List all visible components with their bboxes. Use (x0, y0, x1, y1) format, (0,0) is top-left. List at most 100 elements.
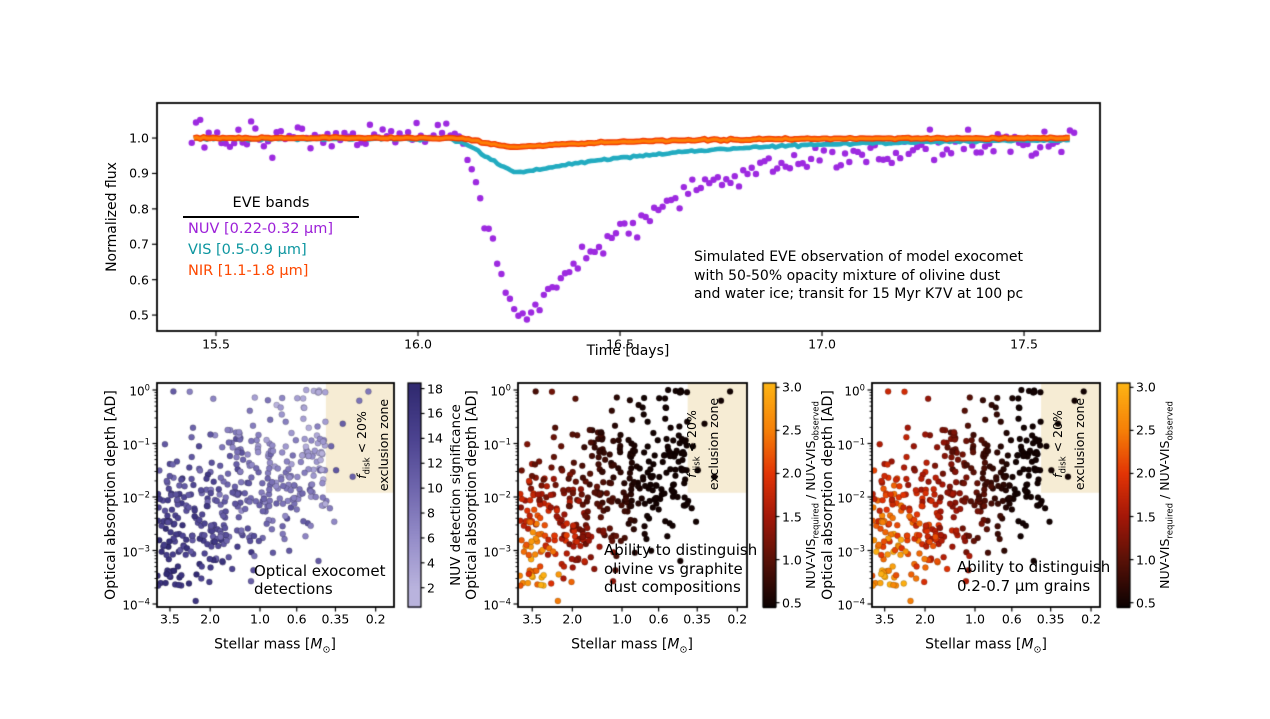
lightcurve-ytick-label: 0.7 (129, 236, 149, 252)
cb-label-text: / NUV-VIS (1156, 440, 1172, 503)
panel3-annotation: Ability to distinguish 0.2-0.7 μm grains (957, 558, 1110, 595)
colorbar1-label: NUV detection significance (448, 404, 464, 586)
fdisk-symbol: f (1049, 473, 1065, 478)
colorbar-tick-label: 2.5 (1136, 422, 1156, 438)
lightcurve-xtick-label: 16.5 (606, 336, 634, 352)
lightcurve-xtick-label: 15.5 (202, 336, 230, 352)
annotation-line: and water ice; transit for 15 Myr K7V at… (694, 286, 1024, 302)
ad-ytick-label: 10−2 (483, 489, 511, 506)
mass-xtick-label: 0.6 (648, 611, 669, 627)
annotation-line: 0.2-0.7 μm grains (957, 576, 1091, 595)
zone-label-line2: exclusion zone (1071, 397, 1087, 491)
colorbar-tick-label: 18 (427, 381, 443, 397)
zone-threshold: < 20% (353, 411, 369, 458)
lightcurve-ytick-label: 0.6 (129, 272, 149, 288)
mass-xtick-label: 1.0 (965, 611, 985, 627)
legend-underline (183, 216, 359, 218)
ad-ytick-label: 100 (129, 382, 150, 399)
annotation-line: Ability to distinguish (604, 541, 758, 559)
zone-label-line2: exclusion zone (705, 397, 721, 491)
annotation-line: Simulated EVE observation of model exoco… (694, 249, 1023, 265)
xlabel-text: ] (687, 636, 693, 653)
xlabel-mass-symbol: M (1021, 636, 1034, 653)
colorbar-tick-label: 1.0 (1136, 552, 1156, 568)
colorbar-tick-label: 14 (427, 430, 443, 446)
lightcurve-ytick-label: 1.0 (129, 130, 149, 146)
lightcurve-xtick-label: 16.0 (404, 336, 432, 352)
fdisk-symbol: f (683, 473, 699, 478)
colorbar-tick-label: 2.5 (782, 422, 802, 438)
panel1-annotation: Optical exocomet detections (254, 562, 385, 598)
ad-ytick-label: 10−1 (837, 436, 865, 452)
mass-xtick-label: 0.6 (286, 611, 307, 627)
mass-xtick-label: 0.2 (1081, 611, 1101, 627)
mass-xtick-label: 0.6 (1001, 611, 1022, 627)
ad-ytick-label: 10−4 (837, 596, 865, 613)
lightcurve-ylabel: Normalized flux (104, 162, 120, 272)
xlabel-text: Stellar mass [ (214, 636, 311, 653)
mass-xtick-label: 2.0 (200, 611, 221, 627)
colorbar-tick-label: 3.0 (1136, 379, 1156, 395)
annotation-line: detections (254, 580, 333, 598)
mass-xtick-label: 1.0 (612, 611, 632, 627)
zone-threshold: < 20% (1049, 410, 1065, 457)
colorbar-tick-label: 2.0 (782, 465, 802, 481)
colorbar-tick-label: 16 (427, 405, 443, 421)
ad-ytick-label: 10−2 (837, 489, 865, 506)
legend-entry-nir: NIR [1.1-1.8 μm] (188, 263, 309, 279)
colorbar-tick-label: 8 (427, 505, 435, 521)
cb-label-sub: observed (1165, 401, 1176, 441)
colorbar-tick-label: 0.5 (782, 595, 802, 611)
sun-symbol: ⊙ (322, 644, 331, 656)
colorbar-tick-label: 2.0 (1136, 465, 1156, 481)
colorbar-tick-label: 3.0 (782, 379, 802, 395)
legend-title: EVE bands (232, 195, 310, 211)
mass-xtick-label: 0.35 (321, 611, 350, 627)
annotation-line: dust compositions (604, 578, 741, 596)
annotation-line: olivine vs graphite (604, 559, 743, 578)
legend-entry-nuv: NUV [0.22-0.32 μm] (188, 221, 334, 237)
legend-entry-vis: VIS [0.5-0.9 μm] (188, 242, 307, 258)
lightcurve-xtick-label: 17.0 (808, 336, 836, 352)
xlabel-text: ] (330, 636, 336, 653)
ad-ytick-label: 10−4 (483, 596, 511, 613)
cb-label-text: NUV-VIS (802, 538, 818, 589)
fdisk-subscript: disk (1058, 456, 1069, 474)
zone-label-line2: exclusion zone (375, 398, 391, 492)
panel2-exclusion-zone-label: fdisk < 20% exclusion zone (684, 398, 721, 490)
lightcurve-ytick-label: 0.8 (129, 201, 149, 217)
xlabel-mass-symbol: M (310, 636, 323, 653)
panel2-ylabel: Optical absorption depth [AD] (464, 390, 480, 600)
ad-ytick-label: 10−3 (122, 543, 150, 559)
lightcurve-ytick-label: 0.9 (129, 165, 149, 181)
ad-ytick-label: 100 (490, 382, 511, 399)
panel3-exclusion-zone-label: fdisk < 20% exclusion zone (1050, 398, 1087, 490)
xlabel-text: Stellar mass [ (571, 636, 668, 653)
panel3-xlabel: Stellar mass [M⊙] (925, 637, 1047, 656)
ad-ytick-label: 10−2 (122, 489, 150, 506)
mass-xtick-label: 0.2 (727, 611, 748, 627)
mass-xtick-label: 2.0 (915, 611, 935, 627)
lightcurve-xlabel: Time [days] (586, 343, 670, 359)
lightcurve-xtick-label: 17.5 (1010, 336, 1038, 352)
colorbar-tick-label: 1.0 (782, 552, 802, 568)
fdisk-subscript: disk (692, 456, 703, 474)
mass-xtick-label: 3.5 (522, 611, 543, 627)
mass-xtick-label: 1.0 (250, 611, 270, 627)
mass-xtick-label: 2.0 (562, 611, 583, 627)
cb-label-text: / NUV-VIS (802, 440, 818, 503)
ad-ytick-label: 10−1 (122, 436, 150, 452)
ad-ytick-label: 100 (844, 382, 865, 399)
colorbar-tick-label: 12 (427, 455, 443, 471)
panel1-exclusion-zone-label: fdisk < 20% exclusion zone (354, 399, 391, 491)
mass-xtick-label: 3.5 (874, 611, 895, 627)
xlabel-text: Stellar mass [ (925, 636, 1022, 653)
ad-ytick-label: 10−1 (483, 436, 511, 452)
panel2-annotation: Ability to distinguish olivine vs graphi… (604, 541, 757, 597)
fdisk-symbol: f (353, 474, 369, 479)
panel1-xlabel: Stellar mass [M⊙] (214, 637, 336, 656)
lightcurve-ytick-label: 0.5 (129, 307, 149, 323)
colorbar-tick-label: 1.5 (1136, 509, 1156, 525)
ad-ytick-label: 10−4 (122, 596, 150, 613)
colorbar-tick-label: 0.5 (1136, 595, 1156, 611)
